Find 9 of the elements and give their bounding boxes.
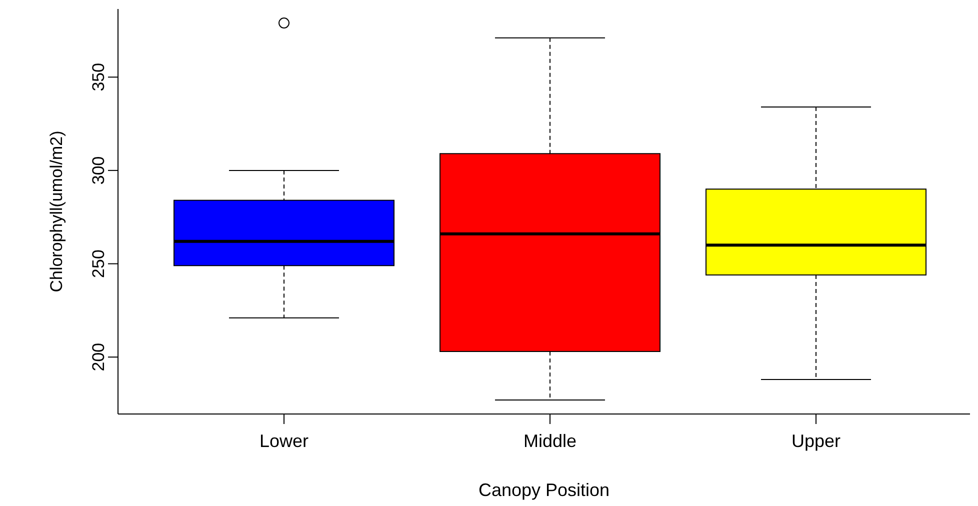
y-tick-label: 350 xyxy=(89,62,108,92)
x-tick-label: Upper xyxy=(791,430,841,451)
y-tick-label: 300 xyxy=(89,156,108,185)
x-tick-label: Lower xyxy=(259,430,309,451)
x-axis-title: Canopy Position xyxy=(478,480,610,500)
x-tick-label: Middle xyxy=(523,430,577,451)
y-tick-label: 250 xyxy=(89,250,108,278)
y-tick-label: 200 xyxy=(89,342,108,372)
y-axis-title: Chlorophyll(umol/m2) xyxy=(47,130,66,292)
